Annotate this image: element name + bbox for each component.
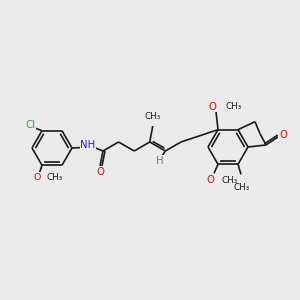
Text: O: O [96, 167, 104, 177]
Text: CH₃: CH₃ [221, 176, 237, 185]
Text: CH₃: CH₃ [47, 173, 63, 182]
Text: CH₃: CH₃ [234, 183, 250, 192]
Text: O: O [208, 102, 216, 112]
Text: H: H [155, 156, 163, 166]
Text: O: O [33, 173, 41, 182]
Text: O: O [279, 130, 287, 140]
Text: CH₃: CH₃ [225, 102, 241, 111]
Text: NH: NH [80, 140, 96, 150]
Text: O: O [206, 175, 214, 185]
Text: CH₃: CH₃ [145, 112, 161, 121]
Text: Cl: Cl [25, 120, 35, 130]
